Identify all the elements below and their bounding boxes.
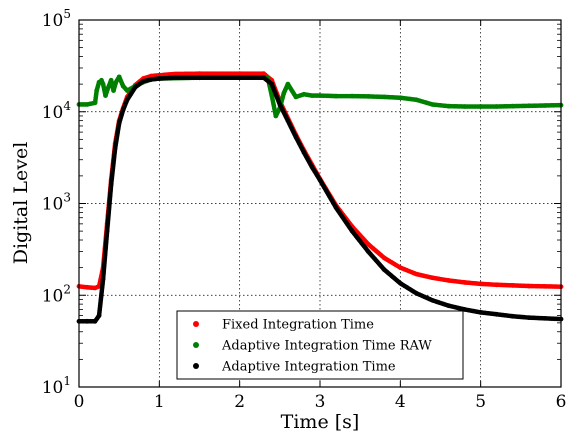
x-tick-label: 2 [234,392,245,412]
legend-marker [193,342,199,348]
y-tick-label: 105 [42,7,71,31]
tick-labels: 0 1 2 3 4 5 6 101 102 103 104 105 [42,7,566,412]
y-tick-label: 102 [42,282,71,306]
x-tick-label: 5 [475,392,486,412]
x-tick-label: 3 [315,392,326,412]
legend-label: Fixed Integration Time [222,318,374,333]
legend-label: Adaptive Integration Time RAW [221,339,432,354]
legend: Fixed Integration Time Adaptive Integrati… [176,310,464,380]
legend-box [176,310,464,380]
x-axis-title: Time [s] [281,411,360,432]
series-layer [76,71,564,324]
series-1 [76,74,564,119]
legend-marker [193,363,199,369]
x-tick-label: 4 [395,392,406,412]
y-tick-label: 101 [42,374,71,398]
x-tick-label: 0 [74,392,85,412]
series-2 [76,75,564,324]
x-tick-label: 1 [154,392,165,412]
y-tick-label: 103 [42,191,71,215]
y-tick-label: 104 [42,99,72,123]
y-axis-title: Digital Level [10,142,32,265]
x-tick-label: 6 [556,392,566,412]
legend-label: Adaptive Integration Time [221,360,396,375]
legend-marker [193,321,199,327]
ticks [78,19,562,388]
